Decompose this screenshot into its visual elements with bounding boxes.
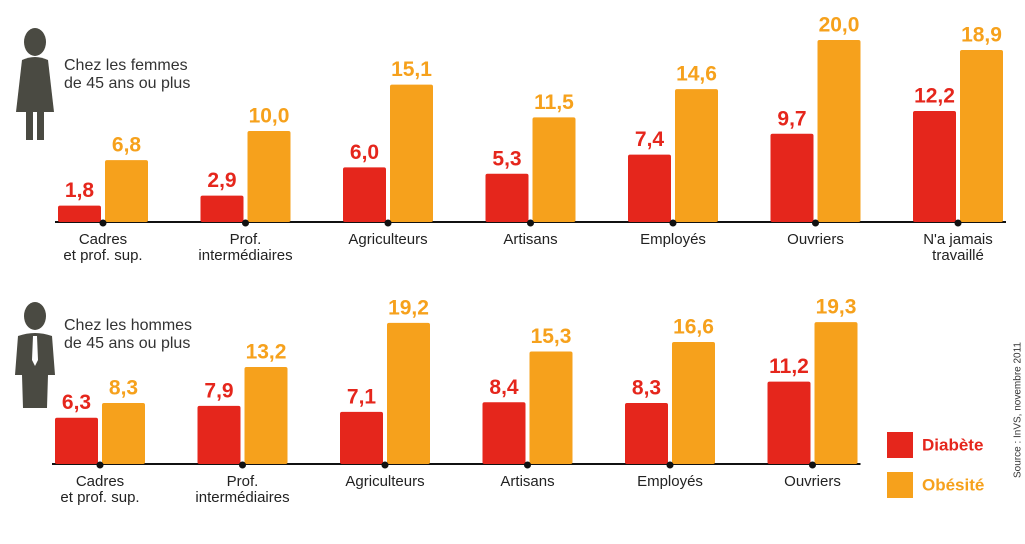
x-tick-label: Ouvriers [787, 231, 844, 248]
value-label: 11,5 [534, 91, 574, 114]
tick-dot [242, 219, 249, 227]
value-label: 16,6 [673, 316, 714, 339]
bar [767, 381, 811, 464]
value-label: 15,1 [391, 58, 432, 81]
bar [960, 50, 1003, 223]
value-label: 1,8 [65, 179, 95, 202]
x-tick-label: Cadres et prof. sup. [63, 231, 142, 264]
bar [387, 322, 430, 464]
source: Source : InVS, novembre 2011 [1013, 342, 1024, 478]
bar [532, 117, 576, 222]
value-label: 2,9 [207, 169, 236, 192]
value-label: 19,3 [816, 296, 857, 319]
woman-icon [16, 28, 54, 140]
bar [672, 341, 715, 464]
legend-label: Diabète [922, 435, 983, 454]
bar [58, 205, 101, 222]
tick-dot [239, 461, 246, 469]
value-label: 12,2 [914, 85, 955, 108]
bar [343, 167, 386, 222]
tick-dot [381, 461, 389, 469]
tick-dot [99, 219, 107, 227]
bar [340, 411, 383, 464]
x-tick-label: Agriculteurs [345, 473, 424, 490]
legend-swatch [887, 472, 913, 498]
legend-swatch [887, 432, 913, 458]
panel-title: Chez les hommes de 45 ans ou plus [64, 317, 192, 352]
value-label: 7,1 [347, 385, 377, 408]
x-tick-label: Cadres et prof. sup. [60, 473, 139, 506]
bar [814, 322, 858, 464]
bar [197, 405, 241, 464]
value-label: 9,7 [777, 107, 806, 130]
bar [105, 160, 148, 222]
tick-dot [96, 461, 104, 469]
value-label: 15,3 [531, 325, 572, 348]
bar [390, 84, 433, 222]
bar [770, 133, 814, 222]
bar [817, 40, 861, 222]
bar [244, 366, 288, 464]
value-label: 8,3 [109, 377, 138, 400]
tick-dot [669, 219, 677, 227]
x-tick-label: Ouvriers [784, 473, 841, 490]
value-label: 19,2 [388, 296, 429, 319]
value-label: 7,4 [635, 128, 665, 151]
tick-dot [384, 219, 392, 227]
legend-label: Obésité [922, 475, 984, 494]
value-label: 6,3 [62, 391, 91, 414]
bar [102, 402, 145, 464]
panel-title: Chez les femmes de 45 ans ou plus [64, 57, 190, 92]
x-tick-label: Agriculteurs [348, 231, 427, 248]
bar [55, 417, 98, 464]
man-icon [15, 302, 55, 408]
value-label: 6,8 [112, 134, 142, 157]
tick-dot [666, 461, 674, 469]
tick-dot [954, 219, 962, 227]
bar [482, 402, 526, 464]
x-tick-label: N'a jamais travaillé [923, 231, 993, 264]
bar [247, 131, 291, 222]
x-tick-label: Artisans [503, 231, 557, 248]
value-label: 5,3 [492, 147, 521, 170]
bar [200, 195, 244, 222]
x-tick-label: Employés [640, 231, 706, 248]
value-label: 14,6 [676, 63, 717, 86]
x-tick-label: Prof. intermédiaires [198, 231, 292, 264]
value-label: 8,4 [489, 376, 519, 399]
value-label: 8,3 [632, 377, 661, 400]
value-label: 7,9 [204, 379, 233, 402]
tick-dot [812, 219, 819, 227]
bar [675, 89, 718, 222]
tick-dot [809, 461, 816, 469]
value-label: 6,0 [350, 141, 379, 164]
tick-dot [527, 219, 534, 227]
value-label: 18,9 [961, 24, 1002, 47]
bar [628, 154, 671, 222]
value-label: 13,2 [246, 341, 287, 364]
value-label: 10,0 [249, 105, 290, 128]
x-tick-label: Employés [637, 473, 703, 490]
value-label: 20,0 [819, 14, 860, 37]
bar [625, 402, 668, 464]
tick-dot [524, 461, 531, 469]
bar [913, 110, 956, 222]
bar [485, 173, 529, 222]
value-label: 11,2 [769, 355, 809, 378]
x-tick-label: Artisans [500, 473, 554, 490]
bar [529, 351, 573, 464]
x-tick-label: Prof. intermédiaires [195, 473, 289, 506]
